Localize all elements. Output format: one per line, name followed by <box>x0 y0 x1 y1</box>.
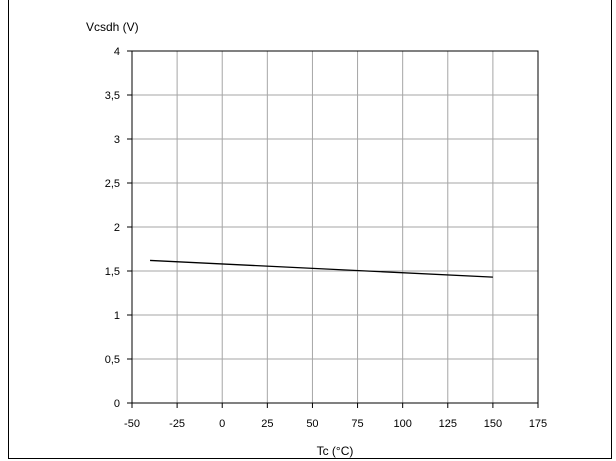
y-tick-label: 2 <box>114 222 120 234</box>
y-tick-label: 3 <box>114 134 120 146</box>
y-tick-label: 2,5 <box>105 178 120 190</box>
chart-frame <box>8 0 612 459</box>
y-tick-label: 4 <box>114 46 120 58</box>
y-tick-label: 1,5 <box>105 266 120 278</box>
x-tick-label: 100 <box>393 418 411 430</box>
x-tick-label: -25 <box>169 418 185 430</box>
x-axis-label: Tc (°C) <box>317 444 354 458</box>
y-tick-label: 1 <box>114 310 120 322</box>
x-tick-label: 50 <box>306 418 318 430</box>
y-tick-label: 0 <box>114 398 120 410</box>
y-axis-label: Vcsdh (V) <box>86 20 139 34</box>
y-axis-tick-labels: 0 0,5 1 1,5 2 2,5 3 3,5 4 <box>105 46 132 410</box>
x-tick-label: 125 <box>439 418 457 430</box>
series-layer <box>150 259 493 278</box>
x-tick-label: 0 <box>219 418 225 430</box>
series-line <box>150 259 493 278</box>
y-tick-label: 0,5 <box>105 354 120 366</box>
y-tick-label: 3,5 <box>105 90 120 102</box>
x-tick-label: 75 <box>351 418 363 430</box>
grid-lines <box>131 50 539 404</box>
x-tick-label: 150 <box>484 418 502 430</box>
x-axis-tick-labels: -50 -25 0 25 50 75 100 125 150 175 <box>124 403 547 430</box>
x-tick-label: 25 <box>261 418 273 430</box>
x-tick-label: 175 <box>529 418 547 430</box>
x-tick-label: -50 <box>124 418 140 430</box>
